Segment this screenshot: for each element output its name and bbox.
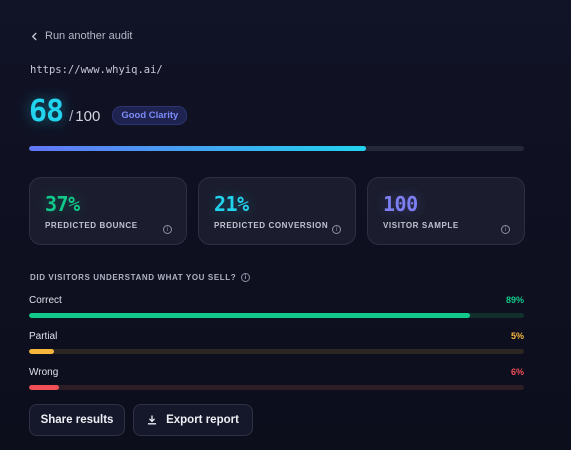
answer-label: Correct	[29, 295, 62, 306]
chevron-left-icon	[32, 32, 37, 40]
score-progress-bar	[29, 146, 524, 151]
answer-row-partial: Partial 5%	[29, 331, 524, 367]
predicted-bounce-label: PREDICTED BOUNCE	[45, 221, 138, 230]
share-results-label: Share results	[40, 414, 114, 426]
understanding-question-text: DID VISITORS UNDERSTAND WHAT YOU SELL?	[30, 273, 237, 282]
metric-card-conversion: 21% PREDICTED CONVERSION i	[198, 177, 356, 245]
export-report-label: Export report	[166, 414, 239, 426]
visitor-sample-label: VISITOR SAMPLE	[383, 221, 459, 230]
visitor-sample-value: 100	[383, 192, 418, 216]
back-label: Run another audit	[45, 30, 133, 42]
answer-percent: 89%	[505, 295, 524, 305]
predicted-bounce-value: 37%	[45, 192, 80, 216]
answer-bar-fill	[29, 313, 470, 318]
predicted-conversion-label: PREDICTED CONVERSION	[214, 221, 329, 230]
run-another-audit-link[interactable]: Run another audit	[30, 30, 132, 42]
answer-bar-track	[29, 349, 524, 354]
score-max: /100	[69, 108, 101, 125]
clarity-badge: Good Clarity	[112, 106, 188, 125]
answer-row-wrong: Wrong 6%	[29, 367, 524, 403]
answer-percent: 6%	[510, 367, 524, 377]
metric-card-bounce: 37% PREDICTED BOUNCE i	[29, 177, 187, 245]
share-results-button[interactable]: Share results	[29, 404, 125, 436]
answer-bar-fill	[29, 349, 54, 354]
info-icon[interactable]: i	[241, 273, 251, 282]
predicted-conversion-value: 21%	[214, 192, 249, 216]
audited-url: https://www.whyiq.ai/	[30, 64, 163, 76]
answer-label: Wrong	[29, 367, 59, 378]
answer-bar-track	[29, 385, 524, 390]
answer-bar-fill	[29, 385, 59, 390]
answer-label: Partial	[29, 331, 58, 342]
download-icon	[147, 415, 157, 425]
answer-percent: 5%	[510, 331, 524, 341]
info-icon[interactable]: i	[332, 225, 341, 234]
action-buttons: Share results Export report	[29, 404, 253, 436]
answer-bar-track	[29, 313, 524, 318]
understanding-question: DID VISITORS UNDERSTAND WHAT YOU SELL? i	[30, 273, 251, 282]
score-summary: 68 /100 Good Clarity	[29, 94, 188, 129]
score-progress-fill	[29, 146, 366, 151]
export-report-button[interactable]: Export report	[133, 404, 253, 436]
metric-card-sample: 100 VISITOR SAMPLE i	[367, 177, 525, 245]
understanding-breakdown: Correct 89% Partial 5% Wrong 6%	[29, 295, 524, 403]
clarity-score: 68	[29, 94, 64, 129]
score-max-value: 100	[75, 108, 101, 125]
metric-cards: 37% PREDICTED BOUNCE i 21% PREDICTED CON…	[29, 177, 525, 245]
answer-row-correct: Correct 89%	[29, 295, 524, 331]
info-icon[interactable]: i	[501, 225, 510, 234]
info-icon[interactable]: i	[163, 225, 172, 234]
